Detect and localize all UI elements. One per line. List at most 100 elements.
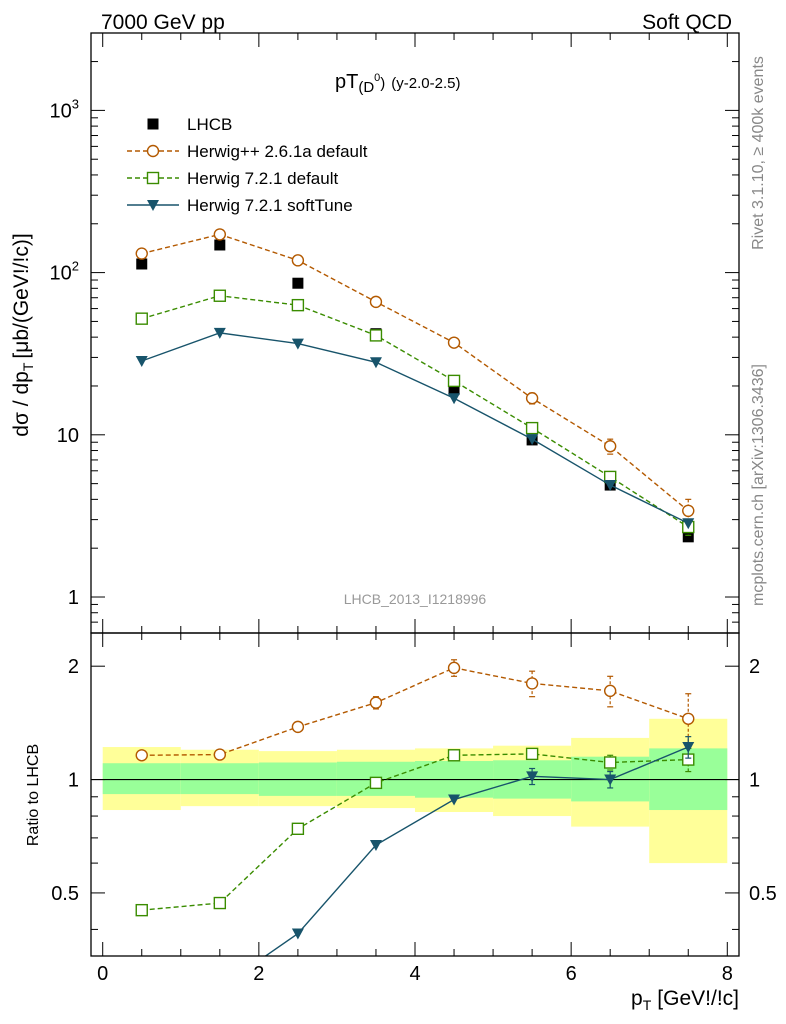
plot-title-main: pT [335,71,358,93]
legend-marker [147,200,159,211]
main-series-2-point [525,421,539,435]
ratio-y-tick-label-right: 0.5 [749,883,777,905]
main-series-2-point [291,298,305,312]
main-series-1-point [135,247,148,260]
ratio-series-0-point [369,696,383,709]
x-axis-label-units: [GeV!/!c] [657,987,739,1010]
ratio-series-1-point [291,822,305,836]
main-ylabel-units: [μb/(GeV!/!c)] [10,233,33,358]
main-y-tick-label-exp: 2 [72,259,79,274]
main-series-1-point [447,336,461,349]
ratio-series-0-point [447,661,461,675]
ratio-band-stat [180,763,259,795]
plot-title-sup: 0 [374,72,380,84]
ratio-series-0-point [682,712,695,725]
ratio-series-0-point [213,748,227,761]
ratio-series-1-line [141,753,689,911]
plot-title: pT(D0) (y-2.0-2.5) [335,71,460,96]
ratio-series-2-point [291,928,304,940]
ratio-series-0-line [141,667,689,756]
main-y-tick-label-base: 10 [50,100,72,122]
x-axis-label: pT [GeV!/!c] [631,987,739,1013]
ratio-series-1-point [603,756,617,769]
legend-marker [146,144,160,158]
main-series-1-point [213,228,227,241]
mcplots-label: mcplots.cern.ch [arXiv:1306.3436] [750,364,767,606]
ratio-y-tick-label-left: 2 [68,656,79,678]
legend-label: Herwig++ 2.6.1a default [187,142,368,161]
legend-marker [147,118,159,130]
ratio-series-1-point [369,776,383,790]
main-series-3-point [604,480,617,492]
ratio-series-1-point [135,903,148,917]
ratio-series-0-point [291,720,305,734]
main-series-3-point [682,518,695,530]
x-axis-label-sub: T [643,997,652,1013]
main-y-tick-label: 103 [50,96,79,122]
x-tick-label: 4 [409,963,420,985]
ratio-series-1-point [447,749,461,762]
main-series-0-point [682,531,694,543]
main-series-0-point [136,258,148,270]
watermark: LHCB_2013_I1218996 [344,591,487,607]
main-y-tick-label: 1 [68,587,79,609]
ratio-y-tick-label-left: 0.5 [51,883,79,905]
x-tick-label: 2 [253,963,264,985]
main-series-3-point [369,357,382,369]
main-series-3-line [141,332,689,524]
main-y-tick-label-base: 10 [57,425,79,447]
ratio-series-2-point [214,983,226,994]
main-series-2-point [213,289,227,302]
main-series-2-line [141,295,689,528]
ratio-series-2-point [369,840,382,852]
main-series-3-point [135,356,148,368]
plot-title-extra: (y-2.0-2.5) [391,75,460,92]
ratio-y-tick-label-left: 1 [68,770,79,792]
main-series-1-point [291,254,305,267]
legend-marker [146,171,160,185]
main-series-2-point [135,312,148,325]
ratio-series-0-point [525,677,539,690]
ratio-series-2-point [526,771,539,783]
legend-label: LHCB [187,115,232,134]
main-y-tick-label: 102 [50,259,79,285]
plot-title-sub: (D [358,79,374,96]
ratio-band-stat [102,763,181,795]
x-tick-label: 0 [97,963,108,985]
header-right: Soft QCD [642,11,732,34]
x-axis-label-text: p [631,987,643,1010]
main-series-1-line [141,233,689,512]
main-series-0-point [448,384,460,396]
main-y-tick-label-base: 10 [50,263,72,285]
legend-label: Herwig 7.2.1 softTune [187,196,353,215]
main-series-3-point [213,327,226,339]
main-series-2-point [447,374,461,388]
main-y-tick-label-exp: 3 [72,96,79,111]
ratio-series-2-point [682,742,695,754]
main-ylabel-text: dσ / dp [10,371,33,437]
ratio-series-1-point [525,747,539,761]
main-series-2-point [369,329,383,342]
legend-label: Herwig 7.2.1 default [187,169,338,188]
ratio-series-0-point [135,749,148,762]
main-series-0-point [292,277,304,289]
header-left: 7000 GeV pp [101,11,225,34]
ratio-series-layer [135,659,695,994]
ratio-series-2-line [264,746,689,956]
ratio-bands [91,718,739,864]
main-y-tick-label: 10 [57,425,79,447]
main-series-1-point [682,504,695,518]
main-ylabel-sub: T [20,362,36,371]
ratio-series-2-point [604,774,617,786]
ratio-axes: 0.5 0.5 1 1 2 2 0 2 4 6 8 [51,633,777,985]
main-ylabel: dσ / dpT [μb/(GeV!/!c)] [10,233,36,436]
rivet-label: Rivet 3.1.10, ≥ 400k events [750,56,767,250]
ratio-ylabel: Ratio to LHCB [25,744,42,846]
legend: LHCB Herwig++ 2.6.1a default Herwig 7.2.1 … [127,115,368,215]
main-series-3-point [526,434,539,446]
x-tick-label: 8 [722,963,733,985]
plot-title-close: ) [380,75,385,92]
main-y-tick-label-base: 1 [68,587,79,609]
